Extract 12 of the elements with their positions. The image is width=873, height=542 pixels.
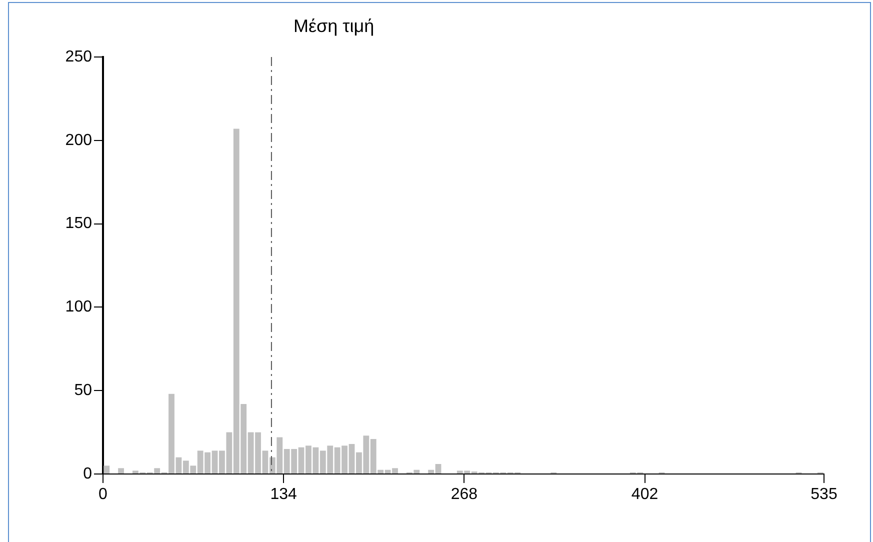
y-tick-label: 150 — [65, 215, 92, 232]
x-tick-label: 134 — [270, 486, 298, 504]
y-tick-label: 50 — [74, 382, 92, 400]
x-tick-label: 0 — [98, 486, 108, 504]
x-tick-label: 402 — [631, 486, 658, 504]
y-tick-label: 0 — [83, 465, 92, 482]
x-tick-label: 535 — [810, 486, 838, 504]
y-tick-label: 200 — [65, 132, 92, 149]
x-tick-label: 268 — [450, 486, 478, 504]
y-tick-label: 250 — [65, 48, 92, 66]
ref-line-label: Μέση τιμή — [293, 16, 374, 36]
y-tick-label: 100 — [65, 298, 92, 316]
